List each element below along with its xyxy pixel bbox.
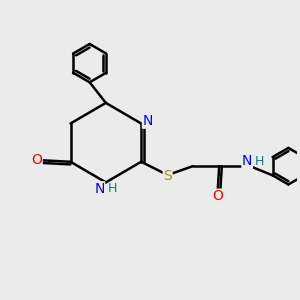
Text: N: N xyxy=(142,114,153,128)
Text: H: H xyxy=(255,155,265,168)
Text: N: N xyxy=(94,182,104,196)
Text: S: S xyxy=(163,169,172,184)
Text: N: N xyxy=(242,154,252,168)
Text: H: H xyxy=(108,182,117,195)
Text: O: O xyxy=(31,153,42,167)
Text: O: O xyxy=(212,189,223,203)
